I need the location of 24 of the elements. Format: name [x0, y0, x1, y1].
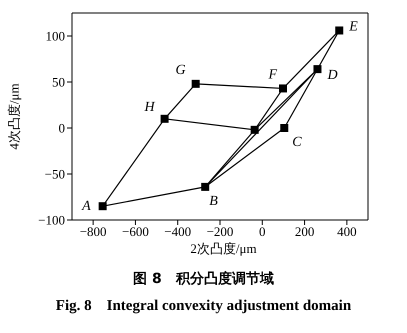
x-tick-label: 0 — [259, 224, 266, 240]
x-tick-label: 400 — [337, 224, 357, 240]
annotation: F — [267, 67, 278, 82]
annotation: B — [209, 194, 218, 209]
y-tick-label: −50 — [44, 166, 65, 182]
annotation: H — [143, 100, 156, 115]
annotation: A — [81, 199, 92, 214]
y-tick-label: 100 — [46, 28, 65, 44]
text: 图 8 积分凸度调节域 — [132, 270, 275, 288]
x-axis-title: 2次凸度/μm — [190, 241, 257, 256]
y-tick-label: 50 — [52, 74, 65, 90]
x-tick-label: −400 — [164, 224, 192, 240]
y-tick-label: 0 — [58, 120, 65, 136]
y-axis-title: 4次凸度/μm — [6, 83, 22, 150]
annotation: G — [176, 62, 186, 78]
annotation: C — [292, 135, 302, 150]
annotation: E — [348, 19, 358, 34]
x-tick-label: 200 — [294, 224, 314, 240]
text: Fig. 8 Integral convexity adjustment domain — [54, 297, 352, 315]
y-tick-label: −100 — [38, 212, 65, 228]
x-tick-label: −600 — [122, 224, 149, 240]
annotation: D — [326, 68, 338, 84]
x-tick-label: −800 — [80, 224, 107, 240]
x-tick-label: −200 — [206, 224, 234, 240]
